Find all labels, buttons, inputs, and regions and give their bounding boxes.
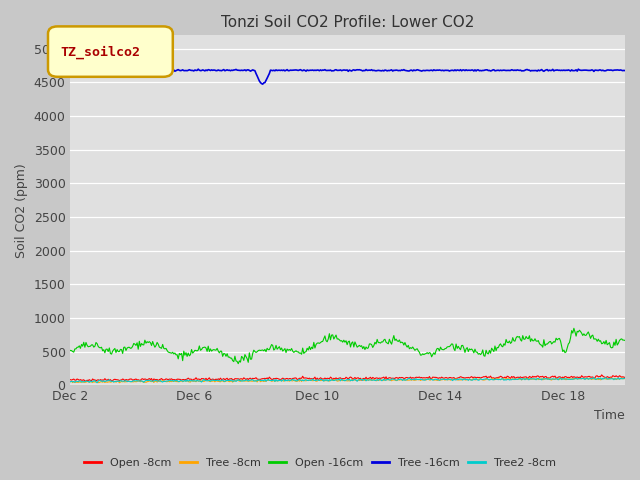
Open -16cm bbox=[522, 334, 530, 339]
Tree2 -8cm bbox=[522, 376, 530, 382]
Text: TZ_soilco2: TZ_soilco2 bbox=[61, 45, 141, 59]
Open -8cm bbox=[149, 378, 157, 384]
Tree -8cm bbox=[609, 376, 616, 382]
Legend: Open -8cm, Tree -8cm, Open -16cm, Tree -16cm, Tree2 -8cm: Open -8cm, Tree -8cm, Open -16cm, Tree -… bbox=[80, 453, 560, 472]
Tree -16cm bbox=[67, 67, 74, 73]
Open -8cm bbox=[398, 374, 406, 380]
X-axis label: Time: Time bbox=[595, 409, 625, 422]
Tree2 -8cm bbox=[335, 377, 342, 383]
Open -8cm bbox=[331, 376, 339, 382]
Open -8cm bbox=[335, 375, 342, 381]
Y-axis label: Soil CO2 (ppm): Soil CO2 (ppm) bbox=[15, 163, 28, 258]
Tree2 -8cm bbox=[368, 377, 376, 383]
Title: Tonzi Soil CO2 Profile: Lower CO2: Tonzi Soil CO2 Profile: Lower CO2 bbox=[221, 15, 474, 30]
Tree2 -8cm bbox=[610, 377, 618, 383]
Open -16cm bbox=[398, 339, 406, 345]
Tree -16cm bbox=[399, 68, 406, 73]
Tree -16cm bbox=[610, 67, 618, 73]
Tree2 -8cm bbox=[590, 375, 598, 381]
Open -8cm bbox=[67, 377, 74, 383]
Tree -16cm bbox=[335, 67, 343, 73]
Tree -16cm bbox=[621, 68, 629, 73]
Tree -16cm bbox=[259, 81, 266, 87]
Open -16cm bbox=[570, 325, 578, 331]
Tree -8cm bbox=[621, 375, 629, 381]
Tree -8cm bbox=[368, 378, 376, 384]
Open -8cm bbox=[522, 374, 530, 380]
Open -16cm bbox=[621, 337, 629, 343]
Tree2 -8cm bbox=[621, 375, 629, 381]
Open -8cm bbox=[368, 376, 376, 382]
Tree -8cm bbox=[398, 377, 406, 383]
Tree2 -8cm bbox=[398, 376, 406, 382]
Open -16cm bbox=[610, 339, 618, 345]
Open -16cm bbox=[368, 342, 376, 348]
Line: Tree2 -8cm: Tree2 -8cm bbox=[70, 378, 625, 383]
Open -16cm bbox=[331, 334, 339, 340]
Open -16cm bbox=[234, 361, 242, 367]
Tree -8cm bbox=[522, 376, 530, 382]
Tree -8cm bbox=[331, 377, 339, 383]
Tree -8cm bbox=[618, 375, 625, 381]
Line: Open -8cm: Open -8cm bbox=[70, 375, 625, 381]
Tree2 -8cm bbox=[67, 379, 74, 384]
Open -8cm bbox=[598, 372, 605, 378]
Open -16cm bbox=[67, 348, 74, 353]
Line: Open -16cm: Open -16cm bbox=[70, 328, 625, 364]
Tree -8cm bbox=[115, 380, 123, 385]
Tree -16cm bbox=[524, 67, 531, 72]
Tree2 -8cm bbox=[331, 377, 339, 383]
Tree -16cm bbox=[332, 67, 340, 72]
Tree -8cm bbox=[67, 379, 74, 384]
Open -8cm bbox=[610, 373, 618, 379]
Tree2 -8cm bbox=[93, 380, 101, 385]
Open -8cm bbox=[621, 374, 629, 380]
Open -16cm bbox=[335, 336, 342, 342]
Tree -16cm bbox=[195, 66, 202, 72]
Tree -8cm bbox=[335, 378, 342, 384]
Line: Tree -8cm: Tree -8cm bbox=[70, 378, 625, 383]
Tree -16cm bbox=[369, 68, 376, 73]
Line: Tree -16cm: Tree -16cm bbox=[70, 69, 625, 84]
